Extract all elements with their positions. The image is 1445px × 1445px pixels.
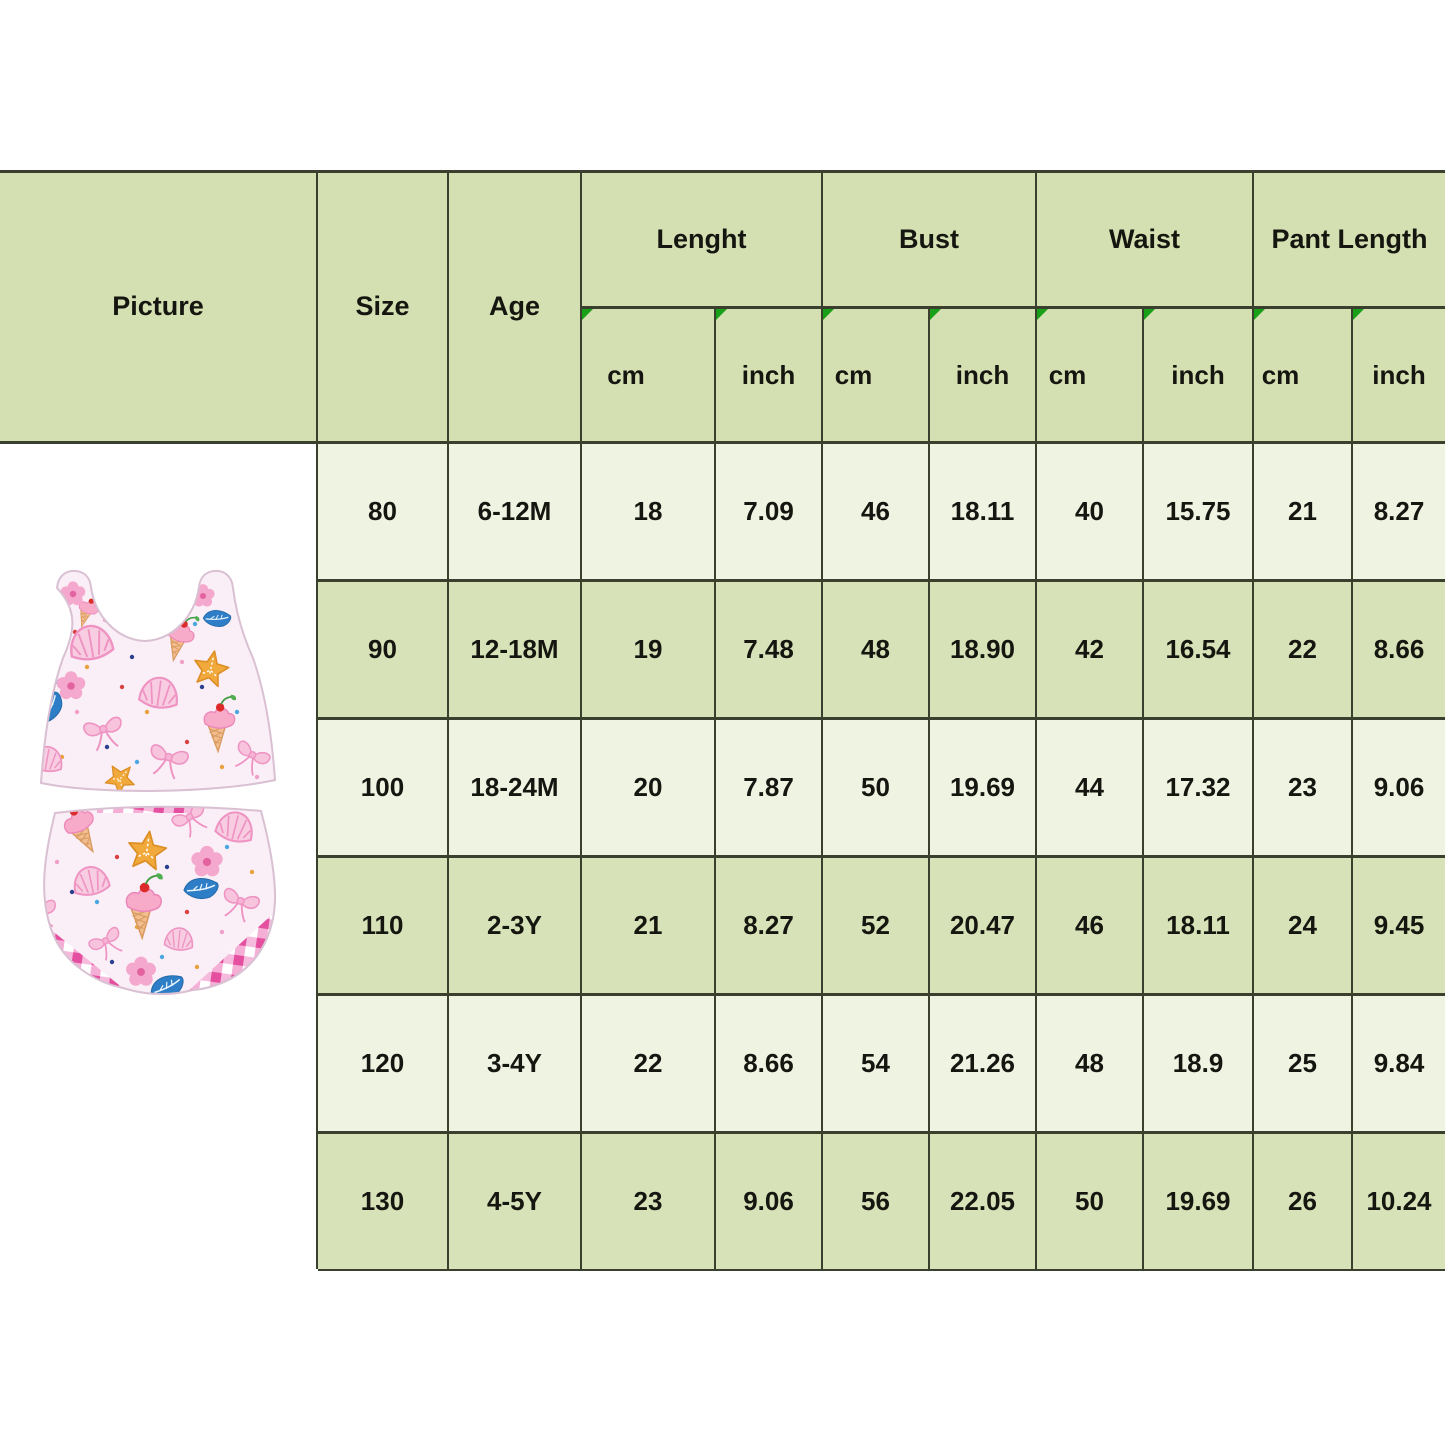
picture-column-header: Picture [0,173,316,441]
measurement-cell: 54 [823,996,928,1131]
measurement-cell: 46 [823,444,928,579]
measurement-cell: 23 [1254,720,1351,855]
flag-triangle-icon [1037,309,1048,320]
measurement-cell: 50 [823,720,928,855]
measurement-cell: 48 [1037,996,1142,1131]
bust-group-header: Bust [823,173,1035,306]
measurement-cell: 20 [582,720,714,855]
unit-label: cm [607,359,645,390]
measurement-cell: 17.32 [1144,720,1252,855]
measurement-cell: 56 [823,1134,928,1269]
unit-label: cm [834,359,873,390]
length-group-header: Lenght [582,173,821,306]
length-inch-header: inch [716,309,821,441]
measurement-cell: 7.48 [716,582,821,717]
size-cell: 120 [318,996,447,1131]
measurement-cell: 25 [1254,996,1351,1131]
unit-label: inch [955,359,1010,390]
flag-triangle-icon [930,309,941,320]
unit-label: inch [1372,359,1426,390]
age-cell: 18-24M [449,720,580,855]
size-cell: 100 [318,720,447,855]
waist-group-header: Waist [1037,173,1252,306]
size-cell: 110 [318,858,447,993]
pant-length-group-header: Pant Length [1254,173,1445,306]
measurement-cell: 10.24 [1353,1134,1445,1269]
length-cm-header: cm [582,309,714,441]
measurement-cell: 22.05 [930,1134,1035,1269]
measurement-cell: 19.69 [1144,1134,1252,1269]
measurement-cell: 22 [582,996,714,1131]
measurement-cell: 46 [1037,858,1142,993]
measurement-cell: 19.69 [930,720,1035,855]
measurement-cell: 18.11 [930,444,1035,579]
measurement-cell: 8.27 [1353,444,1445,579]
unit-label: inch [741,359,796,390]
size-cell: 80 [318,444,447,579]
waist-cm-header: cm [1037,309,1142,441]
size-table: Picture Size Age Lenght Bust Waist Pant … [0,170,1445,1271]
unit-label: cm [1261,359,1300,390]
age-column-header: Age [449,173,580,441]
age-cell: 12-18M [449,582,580,717]
table-bottom-border [318,1269,1445,1271]
flag-triangle-icon [582,309,593,320]
measurement-cell: 48 [823,582,928,717]
flag-triangle-icon [823,309,834,320]
measurement-cell: 7.87 [716,720,821,855]
measurement-cell: 18.90 [930,582,1035,717]
measurement-cell: 21.26 [930,996,1035,1131]
measurement-cell: 8.66 [1353,582,1445,717]
pant-cm-header: cm [1254,309,1351,441]
flag-triangle-icon [1254,309,1265,320]
bust-cm-header: cm [823,309,928,441]
unit-label: inch [1171,359,1225,390]
flag-triangle-icon [1353,309,1364,320]
measurement-cell: 50 [1037,1134,1142,1269]
measurement-cell: 52 [823,858,928,993]
measurement-cell: 40 [1037,444,1142,579]
flag-triangle-icon [1144,309,1155,320]
age-cell: 6-12M [449,444,580,579]
measurement-cell: 21 [1254,444,1351,579]
measurement-cell: 18.11 [1144,858,1252,993]
measurement-cell: 9.06 [1353,720,1445,855]
measurement-cell: 15.75 [1144,444,1252,579]
measurement-cell: 22 [1254,582,1351,717]
measurement-cell: 9.84 [1353,996,1445,1131]
measurement-cell: 26 [1254,1134,1351,1269]
size-column-header: Size [318,173,447,441]
measurement-cell: 24 [1254,858,1351,993]
measurement-cell: 19 [582,582,714,717]
measurement-cell: 20.47 [930,858,1035,993]
size-cell: 90 [318,582,447,717]
measurement-cell: 7.09 [716,444,821,579]
product-picture-cell [0,444,316,1269]
measurement-cell: 44 [1037,720,1142,855]
measurement-cell: 23 [582,1134,714,1269]
age-cell: 3-4Y [449,996,580,1131]
measurement-cell: 21 [582,858,714,993]
measurement-cell: 9.45 [1353,858,1445,993]
measurement-cell: 8.27 [716,858,821,993]
waist-inch-header: inch [1144,309,1252,441]
flag-triangle-icon [716,309,727,320]
measurement-cell: 18.9 [1144,996,1252,1131]
age-cell: 2-3Y [449,858,580,993]
age-cell: 4-5Y [449,1134,580,1269]
measurement-cell: 8.66 [716,996,821,1131]
swimsuit-product-image [39,569,277,996]
bust-inch-header: inch [930,309,1035,441]
pant-inch-header: inch [1353,309,1445,441]
size-cell: 130 [318,1134,447,1269]
measurement-cell: 18 [582,444,714,579]
measurement-cell: 9.06 [716,1134,821,1269]
unit-label: cm [1048,359,1087,390]
measurement-cell: 16.54 [1144,582,1252,717]
measurement-cell: 42 [1037,582,1142,717]
